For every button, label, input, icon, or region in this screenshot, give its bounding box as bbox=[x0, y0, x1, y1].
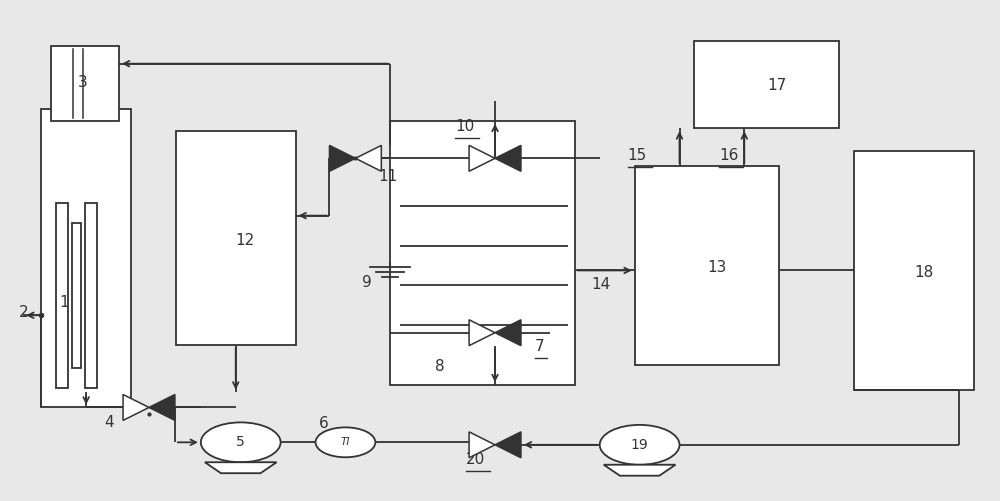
Text: 16: 16 bbox=[719, 148, 739, 163]
Text: 1: 1 bbox=[59, 295, 69, 310]
Circle shape bbox=[600, 425, 680, 465]
Text: 9: 9 bbox=[362, 276, 372, 291]
Text: 7: 7 bbox=[535, 339, 545, 354]
Text: 10: 10 bbox=[455, 119, 474, 134]
Polygon shape bbox=[469, 320, 495, 346]
Text: 3: 3 bbox=[78, 75, 88, 90]
FancyBboxPatch shape bbox=[390, 121, 575, 385]
Polygon shape bbox=[469, 145, 495, 171]
Polygon shape bbox=[149, 394, 175, 420]
Text: 14: 14 bbox=[592, 277, 611, 292]
Polygon shape bbox=[469, 432, 495, 458]
FancyBboxPatch shape bbox=[56, 203, 68, 387]
FancyBboxPatch shape bbox=[854, 151, 974, 390]
Polygon shape bbox=[329, 145, 355, 171]
Polygon shape bbox=[355, 145, 381, 171]
FancyBboxPatch shape bbox=[635, 166, 779, 365]
Text: 11: 11 bbox=[378, 169, 398, 184]
Polygon shape bbox=[604, 465, 676, 475]
Polygon shape bbox=[495, 432, 521, 458]
Text: 5: 5 bbox=[236, 435, 245, 449]
FancyBboxPatch shape bbox=[41, 109, 131, 407]
Text: 19: 19 bbox=[631, 438, 648, 452]
FancyBboxPatch shape bbox=[72, 223, 81, 368]
Text: 4: 4 bbox=[104, 415, 114, 430]
FancyBboxPatch shape bbox=[85, 203, 97, 387]
Polygon shape bbox=[495, 145, 521, 171]
Circle shape bbox=[201, 422, 281, 462]
Text: TI: TI bbox=[341, 437, 350, 447]
Text: 18: 18 bbox=[914, 266, 933, 281]
Polygon shape bbox=[205, 462, 277, 473]
Text: 2: 2 bbox=[19, 305, 29, 320]
FancyBboxPatch shape bbox=[176, 131, 296, 345]
Circle shape bbox=[316, 427, 375, 457]
Text: 17: 17 bbox=[767, 78, 787, 93]
Text: 8: 8 bbox=[435, 359, 445, 374]
Text: 6: 6 bbox=[319, 416, 328, 431]
Polygon shape bbox=[495, 320, 521, 346]
Text: 12: 12 bbox=[236, 233, 255, 248]
FancyBboxPatch shape bbox=[694, 41, 839, 128]
Text: 20: 20 bbox=[466, 452, 485, 467]
FancyBboxPatch shape bbox=[51, 46, 119, 121]
Text: 13: 13 bbox=[707, 261, 727, 276]
Polygon shape bbox=[123, 394, 149, 420]
Text: 15: 15 bbox=[628, 148, 647, 163]
